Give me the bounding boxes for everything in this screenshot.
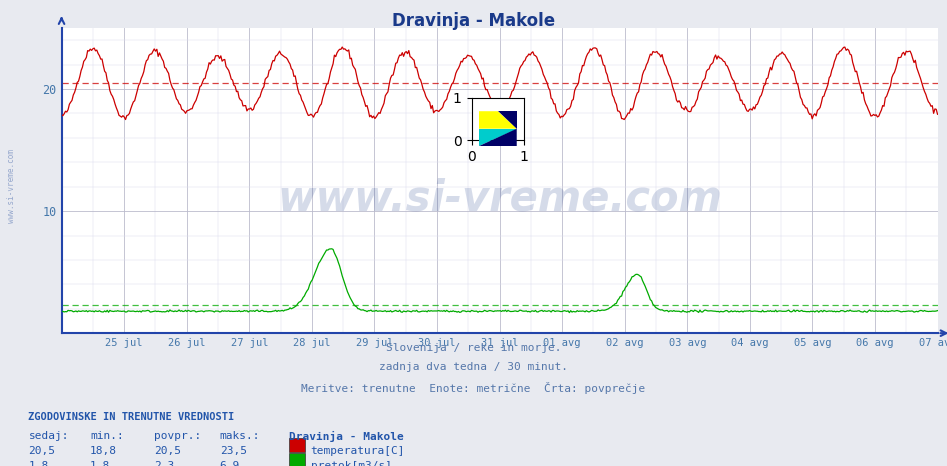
Text: 6,9: 6,9 (220, 461, 240, 466)
Text: 20,5: 20,5 (28, 446, 56, 456)
Text: Dravinja - Makole: Dravinja - Makole (392, 12, 555, 30)
Text: Slovenija / reke in morje.: Slovenija / reke in morje. (385, 343, 562, 352)
Text: povpr.:: povpr.: (154, 431, 202, 441)
Text: sedaj:: sedaj: (28, 431, 69, 441)
Text: 18,8: 18,8 (90, 446, 117, 456)
Text: 1,8: 1,8 (28, 461, 48, 466)
Text: 20,5: 20,5 (154, 446, 182, 456)
Text: 1,8: 1,8 (90, 461, 110, 466)
Text: ZGODOVINSKE IN TRENUTNE VREDNOSTI: ZGODOVINSKE IN TRENUTNE VREDNOSTI (28, 412, 235, 422)
Text: maks.:: maks.: (220, 431, 260, 441)
Text: pretok[m3/s]: pretok[m3/s] (311, 461, 392, 466)
Text: 23,5: 23,5 (220, 446, 247, 456)
Polygon shape (498, 111, 517, 129)
Text: zadnja dva tedna / 30 minut.: zadnja dva tedna / 30 minut. (379, 362, 568, 372)
Polygon shape (479, 111, 517, 129)
Text: 2,3: 2,3 (154, 461, 174, 466)
Text: min.:: min.: (90, 431, 124, 441)
Text: Meritve: trenutne  Enote: metrične  Črta: povprečje: Meritve: trenutne Enote: metrične Črta: … (301, 382, 646, 394)
Text: www.si-vreme.com: www.si-vreme.com (277, 178, 722, 220)
Text: www.si-vreme.com: www.si-vreme.com (7, 150, 16, 223)
Text: Dravinja - Makole: Dravinja - Makole (289, 431, 403, 442)
Polygon shape (479, 129, 517, 146)
Text: temperatura[C]: temperatura[C] (311, 446, 405, 456)
Polygon shape (479, 129, 517, 146)
